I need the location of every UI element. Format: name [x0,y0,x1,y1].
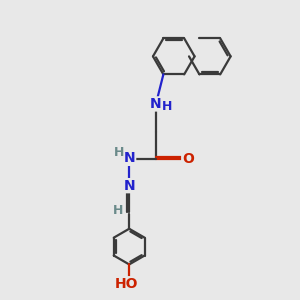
Text: H: H [114,146,124,159]
Text: HO: HO [115,277,138,291]
Text: O: O [182,152,194,166]
Text: H: H [162,100,172,113]
Text: N: N [123,179,135,193]
Text: N: N [150,97,162,111]
Text: H: H [113,204,123,218]
Text: N: N [124,151,136,165]
